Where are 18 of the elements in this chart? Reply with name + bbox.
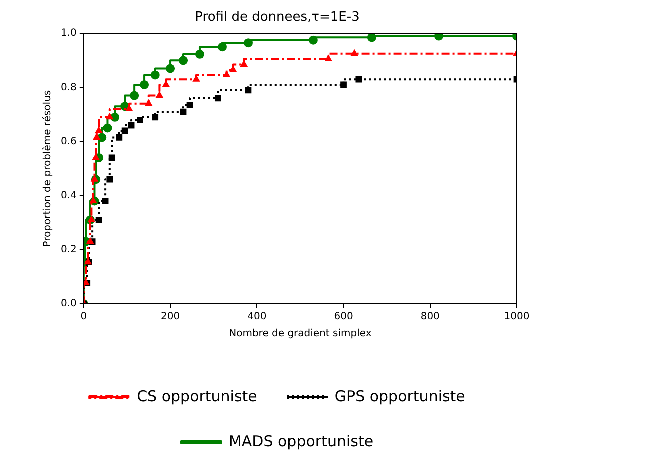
y-tick-label: 0.8 bbox=[60, 82, 77, 94]
y-tick-label: 0.4 bbox=[60, 190, 77, 202]
chart-title: Profil de donnees,τ=1E-3 bbox=[195, 10, 360, 26]
x-tick-label: 1000 bbox=[504, 312, 530, 323]
legend-label: CS opportuniste bbox=[137, 387, 258, 406]
legend-label: GPS opportuniste bbox=[334, 387, 466, 406]
x-tick-label: 0 bbox=[80, 312, 88, 323]
legend-label: MADS opportuniste bbox=[228, 432, 374, 450]
y-tick-label: 0.6 bbox=[60, 136, 77, 148]
y-tick-label: 0.0 bbox=[60, 298, 77, 310]
x-tick-label: 200 bbox=[160, 312, 180, 323]
y-tick-label: 0.2 bbox=[60, 244, 77, 256]
x-tick-label: 400 bbox=[248, 312, 267, 323]
x-axis-title: Nombre de gradient simplex bbox=[229, 328, 372, 340]
x-tick-label: 600 bbox=[334, 312, 354, 323]
y-axis-title: Proportion de problème résolus bbox=[42, 90, 54, 248]
y-tick-label: 1.0 bbox=[60, 28, 77, 40]
x-tick-label: 800 bbox=[420, 312, 440, 323]
